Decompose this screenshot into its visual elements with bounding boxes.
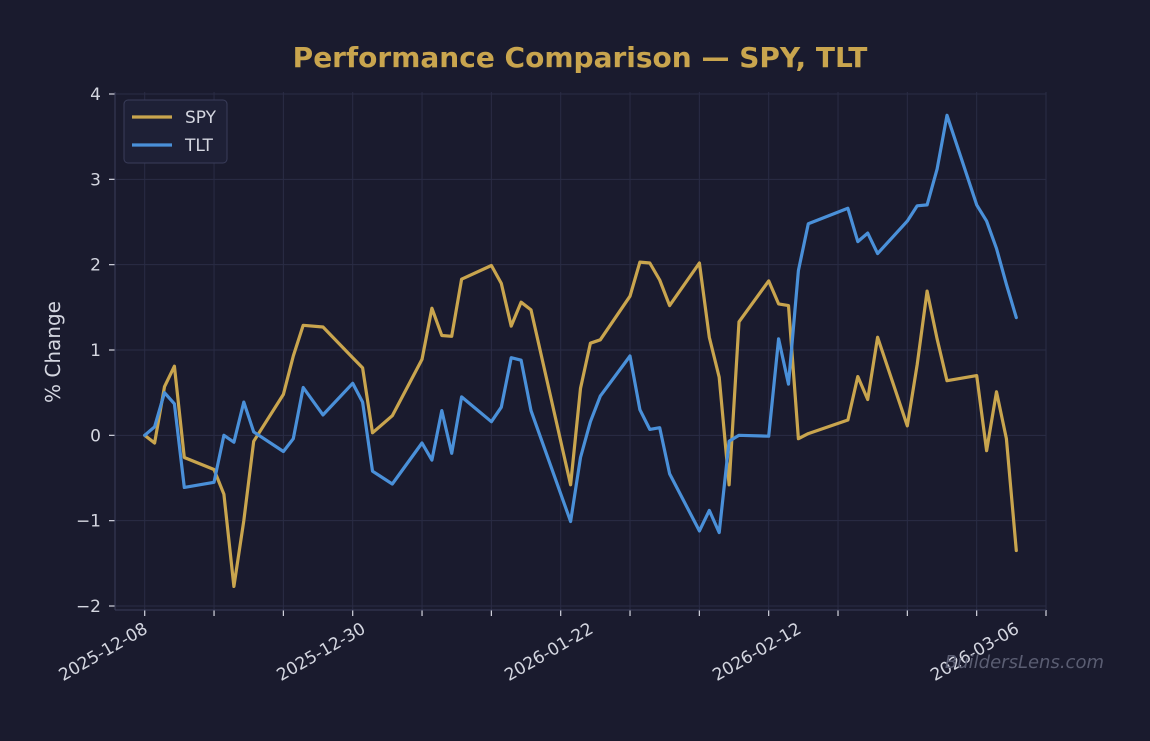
legend: SPY TLT	[123, 99, 228, 164]
y-axis-label: % Change	[41, 301, 65, 403]
legend-label-spy: SPY	[185, 108, 217, 128]
chart-title: Performance Comparison — SPY, TLT	[293, 41, 868, 74]
y-tick-label: −2	[76, 597, 101, 617]
y-tick-label: 4	[90, 85, 101, 105]
y-tick-label: 0	[90, 426, 101, 446]
watermark: BuildersLens.com	[945, 652, 1104, 673]
legend-label-tlt: TLT	[184, 136, 214, 156]
y-tick-label: 1	[90, 341, 101, 361]
series-layer	[143, 113, 1018, 589]
series-line-spy	[143, 260, 1018, 589]
y-tick-label: 2	[90, 256, 101, 276]
y-tick-label: −1	[76, 512, 101, 532]
y-tick-label: 3	[90, 170, 101, 190]
series-line-tlt	[143, 113, 1018, 535]
grid-lines	[115, 92, 1047, 610]
